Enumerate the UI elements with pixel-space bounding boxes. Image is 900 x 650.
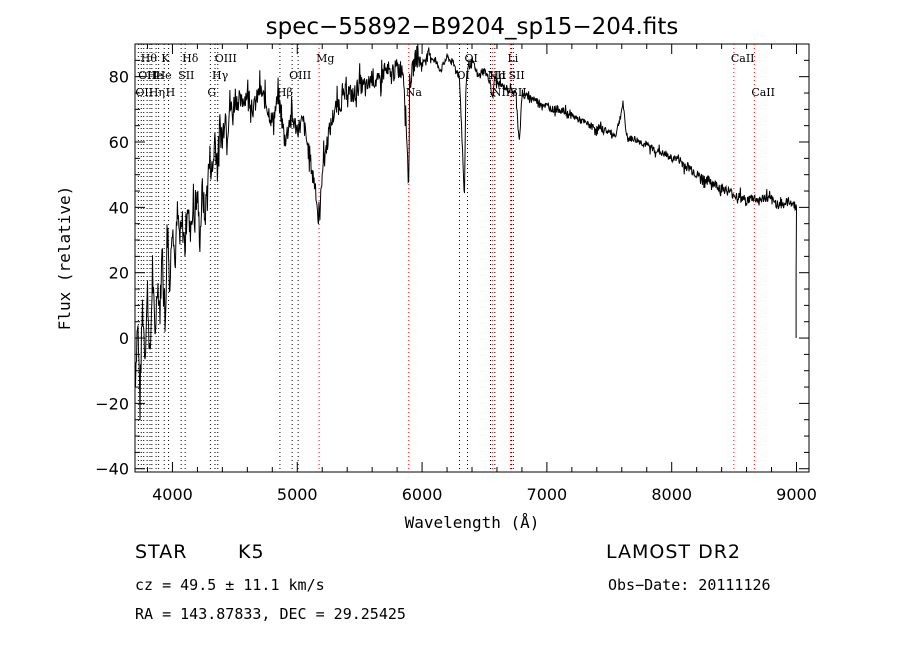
- velocity-readout: cz = 49.5 ± 11.1 km/s: [135, 576, 325, 594]
- x-tick-label: 4000: [152, 485, 193, 504]
- line-label: Hγ: [212, 69, 229, 82]
- line-label: CaII: [731, 52, 755, 65]
- line-label: OII: [138, 69, 156, 82]
- line-label: I: [153, 69, 157, 82]
- object-class: STAR: [135, 541, 188, 563]
- y-tick-label: 60: [109, 133, 129, 152]
- line-label: OI: [465, 52, 478, 65]
- x-tick-label: 8000: [651, 485, 692, 504]
- spectral-subclass: K5: [238, 541, 265, 563]
- line-label: Na: [406, 86, 423, 99]
- spectrum-line: [134, 43, 798, 421]
- chart-title: spec−55892−B9204_sp15−204.fits: [266, 14, 679, 40]
- x-tick-label: 9000: [776, 485, 817, 504]
- line-label: Hβ: [277, 86, 293, 99]
- observation-date: Obs−Date: 20111126: [608, 576, 771, 594]
- x-tick-label: 5000: [277, 485, 318, 504]
- x-tick-label: 6000: [402, 485, 443, 504]
- line-label: Hθ: [141, 52, 158, 65]
- line-label: Li: [507, 52, 518, 65]
- line-label: Hη: [149, 86, 165, 99]
- line-label: OII: [135, 86, 153, 99]
- spectrum-series: [134, 43, 798, 421]
- line-markers: [137, 44, 755, 472]
- line-label: Hδ: [182, 52, 199, 65]
- line-label: SII: [508, 69, 524, 82]
- line-label: NII: [487, 69, 505, 82]
- line-label: H: [166, 86, 176, 99]
- line-labels: OIIOIIHθHeHηIHeKHSIIHδGHγOIIIHβOIIIMgNaO…: [135, 52, 775, 99]
- line-label: OIII: [289, 69, 311, 82]
- y-axis-label: Flux (relative): [55, 186, 74, 331]
- coordinates: RA = 143.87833, DEC = 29.25425: [135, 605, 406, 623]
- line-label: Mg: [316, 52, 334, 65]
- y-tick-label: −40: [95, 460, 129, 479]
- y-tick-label: 0: [119, 329, 129, 348]
- line-label: He: [156, 69, 172, 82]
- survey-name: LAMOST DR2: [606, 541, 741, 563]
- y-tick-label: 20: [109, 264, 129, 283]
- line-label: OIII: [215, 52, 237, 65]
- line-label: Hα: [489, 69, 507, 82]
- axes: 4000 5000 6000 7000 8000 9000 −40 −20 0 20 40 60 80: [95, 44, 817, 504]
- y-tick-label: 40: [109, 198, 129, 217]
- line-label: CaII: [751, 86, 775, 99]
- line-label: K: [161, 52, 170, 65]
- y-tick-label: −20: [95, 394, 129, 413]
- x-tick-label: 7000: [527, 485, 568, 504]
- line-label: SII: [178, 69, 194, 82]
- line-label: G: [207, 86, 216, 99]
- x-axis-label: Wavelength (Å): [405, 513, 540, 532]
- y-tick-label: 80: [109, 68, 129, 87]
- line-label: He: [147, 69, 163, 82]
